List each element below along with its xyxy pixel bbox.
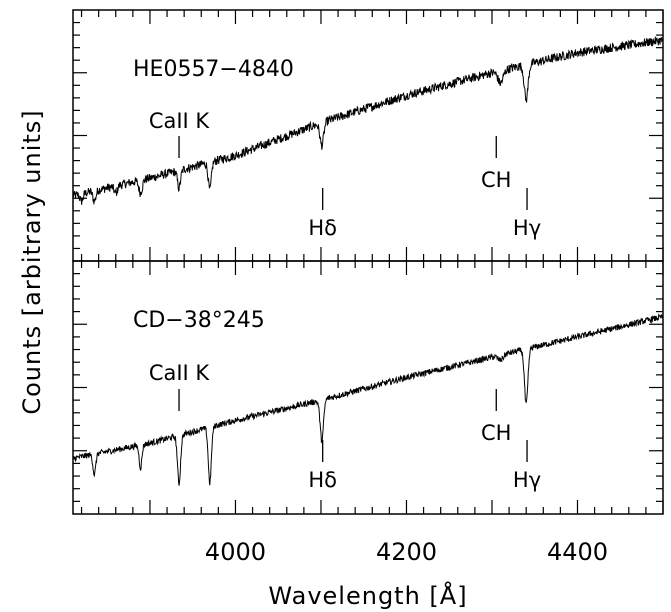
annotation-label: CaII K <box>149 109 211 133</box>
x-tick-label: 4000 <box>205 538 266 566</box>
x-tick-label: 4200 <box>376 538 437 566</box>
annotation-label: Hδ <box>308 216 337 240</box>
annotation-label: Hγ <box>513 468 541 492</box>
x-tick-label: 4400 <box>547 538 608 566</box>
annotation-label: CaII K <box>149 361 211 385</box>
annotation-label: Hγ <box>513 216 541 240</box>
y-axis-label: Counts [arbitrary units] <box>18 109 46 414</box>
spectrum-line-top <box>72 36 664 205</box>
panel-top-frame <box>72 9 664 262</box>
annotation-label: CH <box>481 421 511 445</box>
axis-ticks <box>73 10 664 514</box>
panel-bottom-frame <box>72 260 664 515</box>
star-label-top: HE0557−4840 <box>133 57 294 82</box>
annotation-label: CH <box>481 168 511 192</box>
x-tick-labels: 4000 4200 4400 <box>205 538 608 566</box>
x-axis-label: Wavelength [Å] <box>268 581 467 610</box>
annotation-label: Hδ <box>308 468 337 492</box>
star-label-bottom: CD−38°245 <box>133 308 265 333</box>
spectrum-line-bottom <box>72 313 664 486</box>
